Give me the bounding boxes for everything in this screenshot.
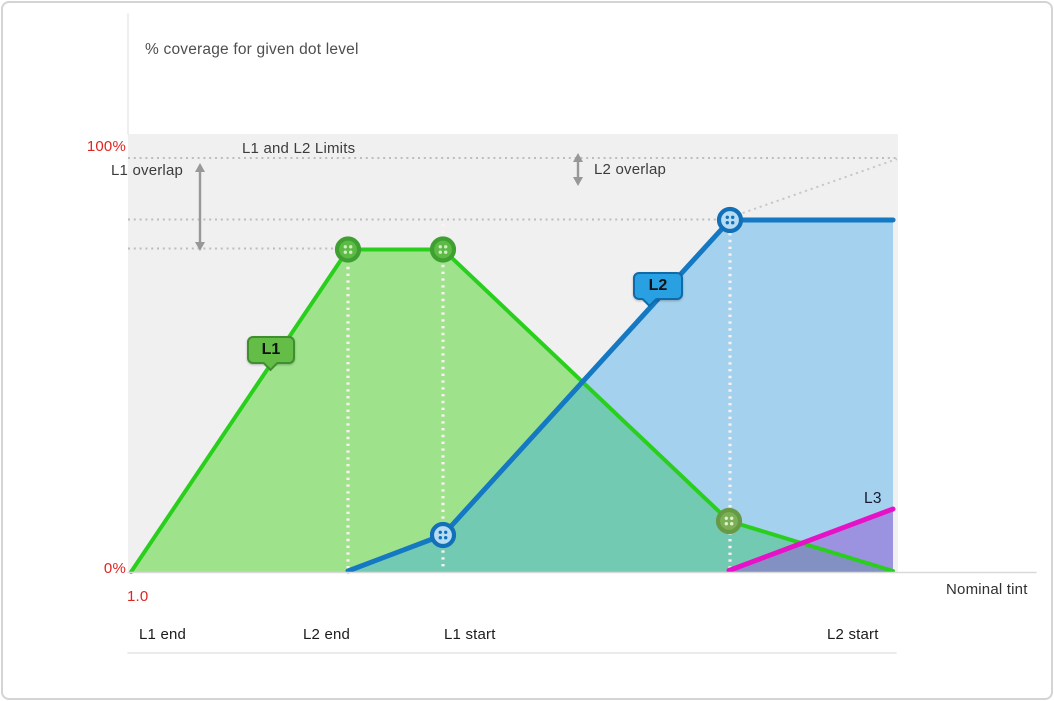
limits-annotation: L1 and L2 Limits [242, 140, 356, 157]
x-tick-l2-start: L2 start [827, 626, 879, 643]
chart-title: % coverage for given dot level [145, 41, 359, 58]
x-tick-l2-end: L2 end [303, 626, 351, 643]
y-axis-label-0: 0% [103, 560, 126, 577]
l2-overlap-annotation: L2 overlap [594, 161, 667, 178]
x-tick-l1-end: L1 end [139, 626, 187, 643]
l1-tag: L1 [247, 336, 295, 364]
l1-overlap-annotation: L1 overlap [111, 162, 184, 179]
x-tick-l1-start: L1 start [444, 626, 496, 643]
x-axis-title: Nominal tint [946, 581, 1028, 598]
x-axis-origin-label: 1.0 [127, 588, 149, 605]
l3-label: L3 [864, 490, 882, 507]
l2-tag: L2 [633, 272, 683, 300]
y-axis-label-100: 100% [86, 138, 126, 155]
